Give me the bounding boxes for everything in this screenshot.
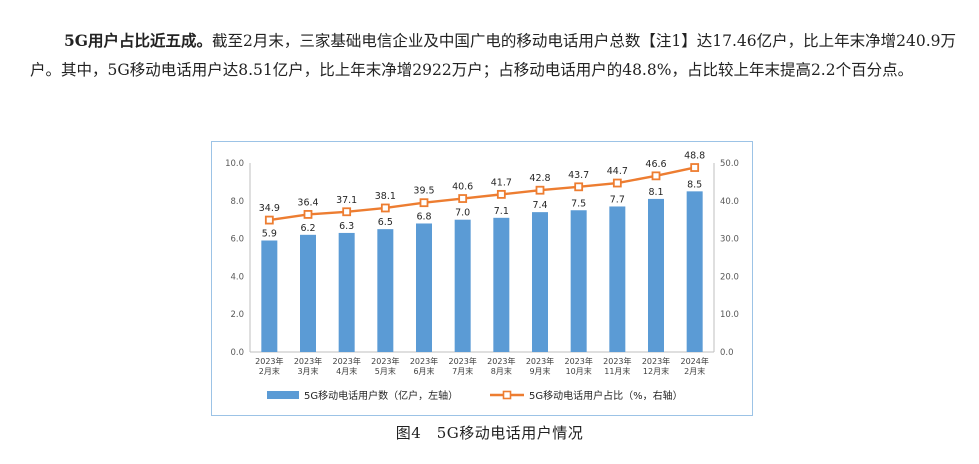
x-tick-label-month: 8月末 [491, 366, 512, 376]
x-tick-label-year: 2023年 [603, 356, 631, 366]
x-tick-label-month: 4月末 [336, 366, 357, 376]
line-value-label: 43.7 [568, 170, 589, 181]
bar [570, 210, 587, 352]
share-line [269, 166, 695, 222]
bar-value-label: 6.2 [300, 223, 315, 234]
paragraph-body: 截至2月末，三家基础电信企业及中国广电的移动电话用户总数【注1】达17.46亿户… [30, 32, 957, 79]
bar-value-label: 8.5 [687, 179, 702, 190]
line-marker [303, 210, 313, 219]
y-right-tick-label: 50.0 [720, 159, 739, 169]
legend-line-marker [502, 390, 512, 400]
x-tick-label-month: 11月末 [604, 366, 630, 376]
bar-value-label: 7.0 [455, 208, 470, 219]
line-value-label: 41.7 [491, 177, 512, 188]
legend-line-label: 5G移动电话用户占比（%，右轴） [529, 389, 683, 402]
x-tick-label-month: 9月末 [529, 366, 550, 376]
bar-value-label: 5.9 [262, 228, 277, 239]
line-marker [458, 194, 468, 203]
line-marker [419, 198, 429, 208]
x-tick-label-year: 2023年 [487, 356, 515, 366]
x-tick-label-year: 2023年 [526, 356, 554, 366]
line-value-label: 34.9 [259, 203, 280, 214]
y-right-tick-label: 20.0 [720, 272, 739, 282]
paragraph-lead: 5G用户占比近五成。 [64, 31, 213, 50]
line-value-label: 38.1 [375, 191, 396, 202]
bar [532, 212, 548, 352]
y-right-tick-label: 30.0 [720, 235, 739, 245]
line-marker [496, 189, 506, 199]
chart-frame: 0.0 2.0 4.0 6.0 8.0 10.0 0.0 10.0 20.0 30.0 40.0 50… [211, 141, 753, 416]
x-tick-label-year: 2024年 [680, 356, 708, 366]
line-value-label: 44.7 [607, 166, 628, 177]
x-tick-label-month: 10月末 [566, 366, 592, 376]
line-value-label: 36.4 [297, 197, 318, 208]
x-tick-label-year: 2023年 [255, 356, 283, 366]
line-marker [535, 185, 545, 195]
bar-value-label: 6.3 [339, 221, 354, 232]
x-tick-label-month: 3月末 [297, 366, 318, 376]
figure-caption: 图4 5G移动电话用户情况 [395, 424, 584, 442]
line-marker [342, 207, 352, 217]
line-marker [380, 203, 390, 213]
bar [454, 219, 471, 352]
bar-value-label: 8.1 [648, 187, 663, 198]
bar [261, 240, 278, 352]
x-tick-label-year: 2023年 [371, 356, 399, 366]
bar [648, 198, 664, 352]
line-marker [264, 215, 274, 225]
y-left-tick-label: 4.0 [230, 272, 244, 282]
y-right-tick-label: 0.0 [720, 348, 734, 358]
bar [377, 229, 394, 352]
bar-value-label: 7.7 [610, 194, 625, 205]
bar-value-label: 7.1 [494, 206, 509, 217]
y-left-tick-label: 8.0 [230, 197, 244, 207]
line-value-label: 40.6 [452, 182, 473, 193]
line-value-label: 48.8 [684, 151, 705, 162]
x-tick-label-year: 2023年 [294, 356, 322, 366]
x-tick-label-year: 2023年 [448, 356, 476, 366]
line-value-label: 39.5 [413, 186, 434, 197]
bar-value-label: 7.5 [571, 198, 586, 209]
x-tick-label-year: 2023年 [410, 356, 438, 366]
legend-bar-swatch [267, 391, 299, 399]
y-left-tick-label: 2.0 [230, 310, 244, 320]
bar [300, 234, 316, 352]
line-value-label: 37.1 [336, 195, 357, 206]
x-tick-label-month: 2月末 [684, 366, 705, 376]
line-marker [651, 171, 661, 181]
bar [338, 232, 355, 352]
bar [609, 206, 626, 352]
bar [686, 191, 703, 352]
legend-bar-label: 5G移动电话用户数（亿户，左轴） [304, 389, 458, 402]
x-tick-label-month: 12月末 [643, 366, 669, 376]
x-tick-label-month: 7月末 [452, 366, 473, 376]
intro-paragraph: 5G用户占比近五成。截至2月末，三家基础电信企业及中国广电的移动电话用户总数【注… [30, 26, 960, 85]
x-tick-label-month: 6月末 [413, 366, 434, 376]
y-left-tick-label: 6.0 [230, 235, 244, 245]
line-marker [612, 178, 622, 188]
x-tick-label-year: 2023年 [642, 356, 670, 366]
x-tick-label-month: 5月末 [375, 366, 396, 376]
bar [416, 223, 432, 352]
bar-value-label: 6.5 [378, 217, 393, 228]
y-right-tick-label: 10.0 [720, 310, 739, 320]
bar-value-label: 6.8 [416, 211, 431, 222]
chart-svg: 0.0 2.0 4.0 6.0 8.0 10.0 0.0 10.0 20.0 30.0 40.0 50… [225, 151, 739, 402]
line-value-label: 46.6 [645, 159, 666, 170]
x-tick-label-year: 2023年 [564, 356, 592, 366]
bar [493, 217, 510, 352]
x-tick-label-month: 2月末 [259, 366, 280, 376]
line-marker [574, 182, 584, 192]
y-left-tick-label: 0.0 [230, 348, 244, 358]
line-value-label: 42.8 [529, 173, 550, 184]
line-marker [690, 163, 700, 172]
y-left-tick-label: 10.0 [225, 159, 244, 169]
bar-value-label: 7.4 [532, 200, 547, 211]
x-tick-label-year: 2023年 [332, 356, 360, 366]
y-right-tick-label: 40.0 [720, 197, 739, 207]
